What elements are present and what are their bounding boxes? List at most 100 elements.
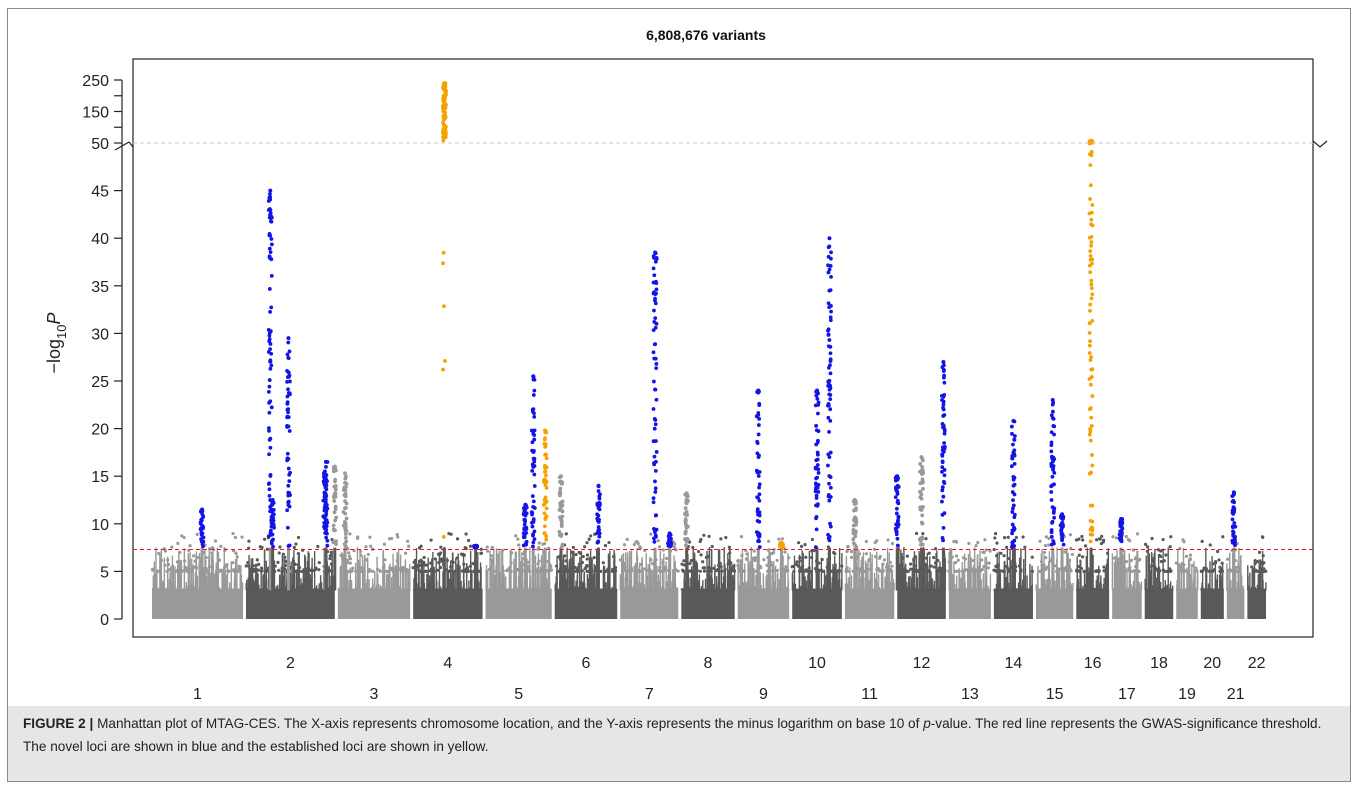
background-point bbox=[1227, 568, 1231, 572]
chromosome-4-points bbox=[411, 531, 484, 619]
background-point bbox=[1237, 569, 1242, 573]
peak-top-point bbox=[1089, 138, 1094, 143]
peak-point bbox=[829, 274, 833, 279]
peak-point bbox=[826, 270, 831, 275]
background-point bbox=[906, 569, 910, 573]
peak-point bbox=[1011, 483, 1016, 488]
peak-point bbox=[268, 358, 273, 363]
peak-point bbox=[828, 318, 833, 323]
background-point bbox=[976, 540, 980, 545]
background-point bbox=[185, 569, 189, 573]
background-point bbox=[1264, 569, 1268, 573]
peak-point bbox=[654, 397, 659, 402]
background-point bbox=[1145, 549, 1149, 553]
background-point bbox=[936, 558, 940, 563]
background-point bbox=[488, 567, 492, 571]
peak-point bbox=[269, 524, 274, 529]
peak-chr21-31 bbox=[1230, 490, 1238, 591]
peak-point bbox=[267, 378, 272, 382]
background-point bbox=[246, 564, 251, 568]
background-point bbox=[649, 558, 653, 562]
background-point bbox=[650, 561, 655, 566]
background-point bbox=[688, 561, 692, 566]
background-point bbox=[927, 551, 931, 555]
peak-point bbox=[1012, 437, 1017, 442]
peak-point bbox=[920, 513, 925, 518]
peak-point bbox=[1087, 471, 1092, 476]
peak-point bbox=[894, 522, 899, 527]
background-point bbox=[251, 564, 255, 568]
background-point bbox=[724, 535, 728, 540]
background-point bbox=[1235, 565, 1239, 570]
peak-point bbox=[333, 518, 337, 523]
background-point bbox=[195, 532, 199, 537]
peak-point bbox=[332, 499, 337, 503]
background-point bbox=[1158, 569, 1162, 573]
peak-point bbox=[684, 518, 688, 523]
background-point bbox=[447, 531, 451, 536]
peak-point bbox=[1049, 449, 1054, 454]
background-point bbox=[785, 568, 789, 572]
background-point bbox=[856, 555, 860, 559]
background-point bbox=[914, 531, 919, 536]
peak-point bbox=[653, 325, 658, 330]
peak-point bbox=[598, 492, 602, 497]
chromosome-1-base-band bbox=[152, 588, 243, 619]
background-point bbox=[1044, 535, 1048, 539]
background-point bbox=[464, 532, 468, 536]
background-point bbox=[742, 569, 747, 573]
peak-point bbox=[343, 528, 348, 533]
background-point bbox=[422, 560, 426, 564]
chromosome-12-base-band bbox=[897, 588, 946, 619]
peak-point bbox=[332, 540, 337, 545]
background-point bbox=[845, 566, 849, 570]
background-point bbox=[729, 561, 733, 565]
background-point bbox=[180, 569, 184, 573]
peak-point bbox=[940, 398, 944, 402]
background-point bbox=[580, 569, 584, 573]
peak-point bbox=[683, 506, 688, 511]
background-point bbox=[911, 569, 915, 573]
background-point bbox=[329, 550, 333, 554]
background-point bbox=[445, 558, 449, 563]
background-point bbox=[570, 550, 574, 554]
peak-point bbox=[532, 537, 537, 542]
peak-point bbox=[853, 534, 858, 539]
peak-point bbox=[543, 464, 547, 468]
background-point bbox=[219, 568, 224, 573]
background-point bbox=[362, 569, 366, 573]
peak-point bbox=[827, 481, 831, 486]
peak-point bbox=[441, 250, 446, 255]
background-point bbox=[994, 531, 998, 536]
background-point bbox=[361, 566, 365, 570]
peak-point bbox=[287, 349, 292, 354]
peak-point bbox=[652, 308, 656, 313]
peak-point bbox=[343, 532, 348, 536]
background-point bbox=[695, 569, 699, 573]
x-tick-label: 5 bbox=[514, 686, 523, 703]
peak-chr7-16 bbox=[666, 531, 674, 591]
peak-point bbox=[268, 473, 273, 477]
peak-point bbox=[1011, 528, 1016, 533]
peak-chr2-6 bbox=[331, 464, 339, 591]
background-point bbox=[254, 563, 258, 567]
peak-top-point bbox=[684, 491, 689, 496]
peak-point bbox=[1087, 351, 1092, 355]
background-point bbox=[395, 559, 399, 563]
peak-point bbox=[1089, 282, 1094, 287]
background-point bbox=[693, 563, 697, 568]
peak-point bbox=[895, 536, 900, 541]
peak-point bbox=[757, 485, 761, 490]
background-point bbox=[932, 565, 936, 569]
peak-point bbox=[344, 539, 349, 544]
peak-point bbox=[1231, 530, 1236, 535]
peak-top-point bbox=[1231, 490, 1236, 495]
background-point bbox=[468, 564, 473, 568]
peak-point bbox=[443, 359, 447, 363]
background-point bbox=[490, 545, 494, 550]
peak-point bbox=[1060, 538, 1064, 543]
background-point bbox=[766, 548, 771, 552]
chromosome-8-base-band bbox=[681, 588, 735, 619]
peak-point bbox=[341, 510, 346, 514]
peak-top-point bbox=[323, 459, 328, 464]
